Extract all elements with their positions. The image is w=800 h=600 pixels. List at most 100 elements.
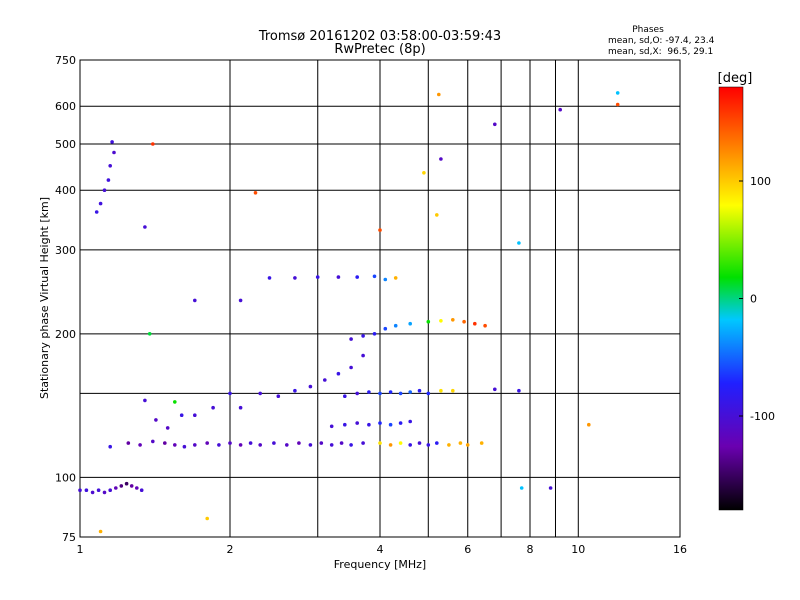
data-point — [517, 388, 521, 393]
data-point — [272, 441, 276, 445]
data-point — [182, 444, 187, 449]
data-point — [422, 171, 426, 175]
y-tick-label: 750 — [55, 54, 76, 67]
data-point — [135, 486, 139, 490]
data-point — [361, 353, 365, 358]
data-point — [388, 443, 393, 447]
data-point — [323, 378, 327, 382]
data-point — [339, 441, 344, 445]
data-point — [447, 443, 451, 447]
data-point — [439, 319, 443, 323]
stats-line-x: mean, sd,X: 96.5, 29.1 — [608, 47, 713, 57]
data-point — [129, 484, 134, 488]
data-point — [228, 391, 232, 396]
data-point — [173, 443, 177, 447]
data-point — [297, 441, 301, 445]
data-point — [106, 178, 111, 182]
data-point — [143, 225, 147, 229]
stats-line-o: mean, sd,O: -97.4, 23.4 — [608, 36, 715, 46]
x-tick-label: 1 — [77, 543, 84, 556]
x-tick-label: 10 — [571, 543, 585, 556]
data-point — [398, 421, 403, 425]
data-point — [439, 157, 443, 161]
data-point — [228, 441, 232, 445]
data-point — [388, 390, 393, 394]
data-point — [426, 319, 431, 324]
data-point — [336, 371, 341, 376]
data-point — [143, 398, 147, 403]
data-point — [151, 142, 155, 146]
chart-subtitle: RwPretec (8p) — [334, 42, 425, 57]
data-point — [361, 441, 365, 445]
colorbar-tick-label: 100 — [750, 175, 771, 188]
x-tick-label: 4 — [377, 543, 384, 556]
colorbar-ticks: -100 0 100 — [739, 175, 775, 423]
data-point — [78, 488, 82, 493]
data-point — [355, 421, 360, 425]
data-point — [108, 444, 112, 449]
data-point — [151, 439, 155, 444]
y-tick-label: 75 — [62, 531, 76, 544]
data-point — [308, 384, 313, 389]
data-point — [329, 424, 334, 429]
data-point — [205, 516, 209, 521]
data-point — [465, 443, 470, 447]
data-point — [110, 140, 114, 144]
data-point — [483, 323, 487, 328]
data-point — [293, 388, 297, 393]
data-point — [108, 488, 112, 493]
data-point — [179, 413, 184, 418]
data-point — [238, 298, 243, 303]
data-point — [408, 419, 413, 424]
data-point — [205, 441, 209, 445]
data-point — [343, 394, 347, 399]
x-axis-ticks: 1 2 4 6 8 10 16 — [77, 543, 688, 556]
data-point — [355, 391, 360, 396]
data-point — [615, 102, 620, 107]
data-point — [154, 418, 158, 422]
data-point — [372, 332, 377, 336]
data-point — [451, 388, 455, 393]
data-point — [393, 276, 398, 280]
data-point — [361, 334, 365, 338]
data-point — [437, 92, 441, 97]
data-point — [426, 391, 431, 396]
data-point — [426, 443, 431, 447]
data-point — [102, 490, 107, 495]
colorbar-tick-label: 0 — [750, 293, 757, 306]
data-point — [378, 421, 382, 425]
data-point — [147, 332, 152, 336]
stats-title: Phases — [632, 25, 664, 35]
data-point — [519, 486, 524, 490]
data-point — [114, 486, 118, 490]
data-point — [383, 277, 388, 282]
x-tick-label: 2 — [227, 543, 234, 556]
data-point — [193, 298, 197, 303]
data-point — [417, 388, 422, 393]
x-tick-label: 16 — [673, 543, 687, 556]
data-point — [336, 275, 341, 279]
data-point — [285, 443, 289, 447]
y-tick-label: 300 — [55, 244, 76, 257]
data-point — [112, 150, 116, 155]
data-point — [98, 201, 103, 206]
data-point — [253, 191, 258, 195]
chart-title: Tromsø 20161202 03:58:00-03:59:43 — [258, 29, 501, 44]
data-point — [367, 390, 371, 394]
x-tick-label: 8 — [527, 543, 534, 556]
colorbar-tick-label: -100 — [750, 410, 775, 423]
x-axis-label: Frequency [MHz] — [334, 558, 426, 571]
y-tick-label: 100 — [55, 471, 76, 484]
data-point — [211, 405, 215, 410]
data-point — [349, 443, 353, 447]
data-point — [126, 441, 131, 445]
data-point — [124, 481, 129, 486]
data-point — [98, 529, 103, 534]
data-point — [383, 326, 388, 331]
data-point — [493, 122, 497, 127]
data-point — [517, 241, 521, 245]
data-point — [276, 394, 281, 399]
data-point — [163, 441, 167, 445]
data-point — [258, 443, 263, 447]
